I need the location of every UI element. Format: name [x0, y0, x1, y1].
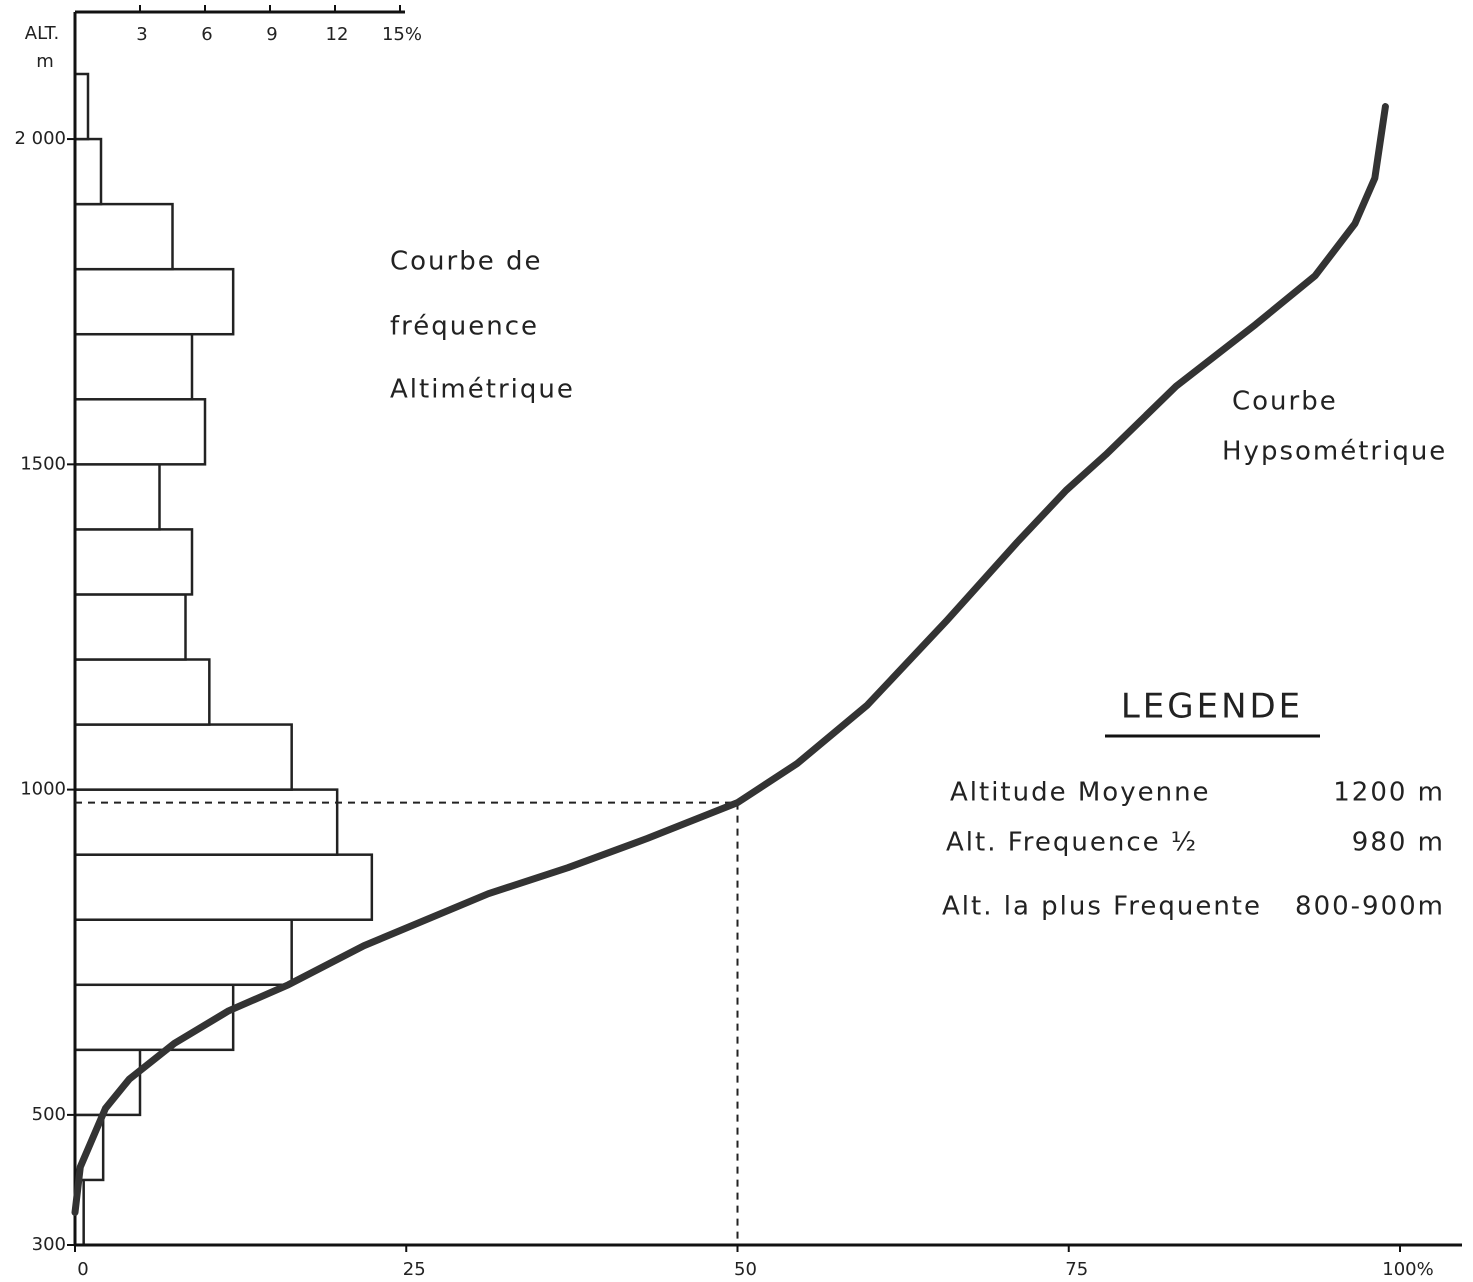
bar [73, 267, 235, 336]
bar [73, 723, 293, 791]
legend-label: Alt. la plus Frequente [942, 892, 1262, 922]
x-tick-label: 15% [382, 24, 422, 45]
y-tick-label: 1000 [20, 779, 66, 800]
bar [73, 593, 187, 661]
legend-title: LEGENDE [1121, 687, 1303, 727]
y-axis-label: ALT. [25, 23, 59, 44]
bar [73, 72, 90, 141]
bar [73, 332, 194, 401]
x-tick-label: 100% [1382, 1259, 1433, 1280]
bar [73, 463, 161, 531]
legend-value: 800-900m [1295, 892, 1445, 922]
x-tick-label: 9 [266, 24, 277, 45]
x-tick-label: 25 [403, 1259, 426, 1280]
hypsometric-curve [71, 103, 1389, 1216]
y-tick-label: 2 000 [14, 128, 66, 149]
x-tick-label: 3 [136, 24, 147, 45]
annotation: Courbe [1232, 387, 1338, 417]
bar [73, 658, 211, 726]
annotation: Hypsométrique [1222, 437, 1447, 467]
x-tick-label: 6 [201, 24, 212, 45]
bar [73, 137, 103, 206]
legend-label: Alt. Frequence ½ [946, 828, 1198, 858]
bar [73, 528, 194, 596]
annotation: Altimétrique [390, 375, 575, 405]
legend-value: 980 m [1352, 828, 1445, 858]
y-tick-label: 300 [32, 1234, 66, 1255]
bar [73, 788, 339, 856]
y-tick-label: 500 [32, 1104, 66, 1125]
bar [73, 918, 293, 987]
annotation: fréquence [390, 312, 539, 342]
x-tick-label: 50 [734, 1259, 757, 1280]
legend-value: 1200 m [1333, 778, 1445, 808]
bar [73, 202, 174, 271]
x-tick-label: 12 [326, 24, 349, 45]
y-axis-label: m [36, 51, 54, 72]
bar [73, 853, 374, 921]
legend-label: Altitude Moyenne [950, 778, 1211, 808]
bar [73, 983, 235, 1052]
x-tick-label: 0 [77, 1259, 88, 1280]
y-tick-label: 1500 [20, 453, 66, 474]
annotation: Courbe de [390, 247, 543, 277]
bar [73, 398, 207, 466]
x-tick-label: 75 [1065, 1259, 1088, 1280]
